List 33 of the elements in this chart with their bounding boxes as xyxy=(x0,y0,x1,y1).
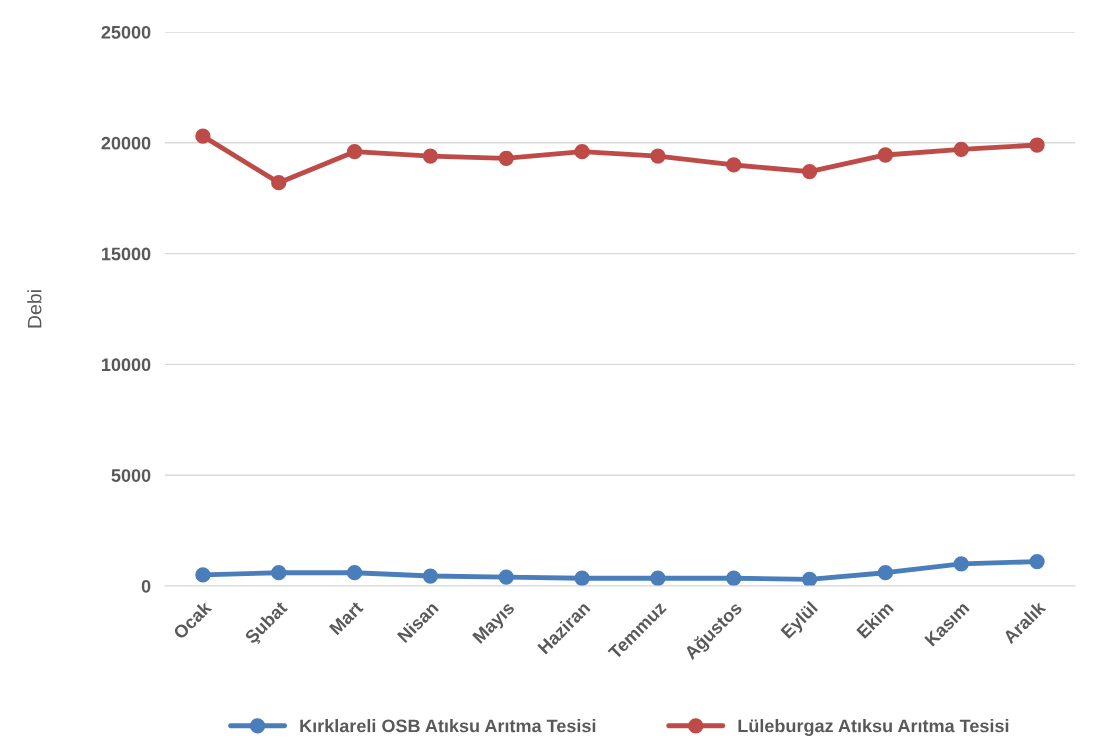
point xyxy=(498,569,514,585)
y-tick-label: 5000 xyxy=(111,469,151,482)
point xyxy=(801,571,818,586)
point xyxy=(1029,137,1045,153)
point xyxy=(650,148,666,164)
legend-label: Kırklareli OSB Atıksu Arıtma Tesisi xyxy=(300,719,596,733)
point xyxy=(801,163,818,180)
point xyxy=(346,565,363,581)
point xyxy=(574,144,590,160)
y-tick-label: 0 xyxy=(141,579,151,593)
y-tick-label: 15000 xyxy=(102,247,151,261)
point xyxy=(195,128,211,144)
point xyxy=(271,565,287,581)
point xyxy=(422,568,439,584)
point xyxy=(1029,553,1045,570)
point xyxy=(422,148,439,164)
point xyxy=(346,144,363,160)
point xyxy=(877,565,894,581)
y-tick-label: 10000 xyxy=(102,358,151,372)
point xyxy=(877,147,894,163)
point xyxy=(726,570,742,586)
point xyxy=(498,150,514,166)
point xyxy=(271,175,287,191)
point xyxy=(574,570,590,586)
point xyxy=(726,157,742,173)
y-tick-label: 20000 xyxy=(101,136,151,150)
y-axis-title: Debi xyxy=(27,290,42,328)
point xyxy=(195,567,211,583)
legend-label: Lüleburgaz Atıksu Arıtma Tesisi xyxy=(738,719,1009,736)
point xyxy=(953,556,969,572)
point xyxy=(953,141,969,158)
point xyxy=(650,570,666,586)
y-tick-label: 25000 xyxy=(101,25,151,39)
